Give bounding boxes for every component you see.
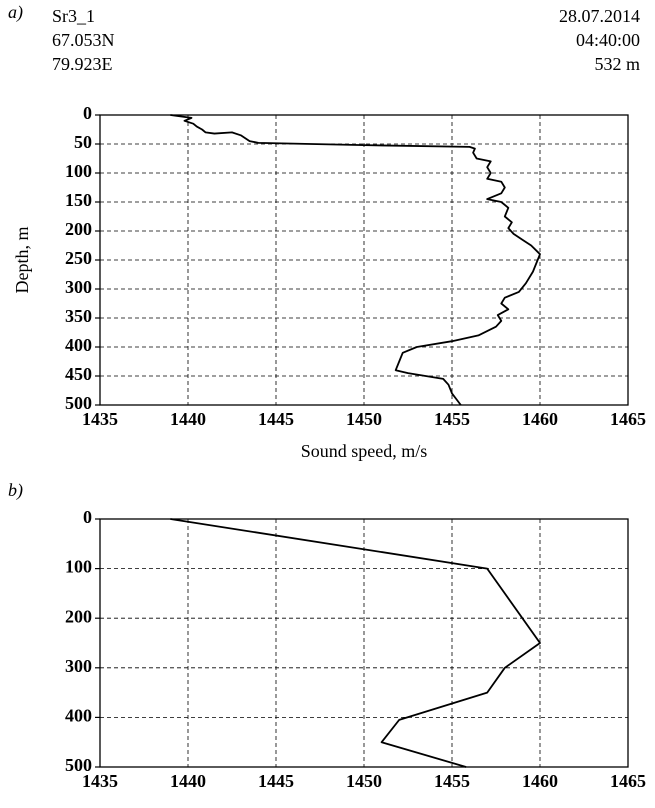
info-text: 28.07.2014 xyxy=(559,6,640,26)
y-tick-label: 500 xyxy=(65,755,92,775)
y-tick-label: 50 xyxy=(74,132,92,152)
x-tick-label: 1440 xyxy=(170,771,206,791)
y-tick-label: 150 xyxy=(65,190,92,210)
y-tick-label: 450 xyxy=(65,364,92,384)
info-text: 79.923E xyxy=(52,54,113,74)
profile-line xyxy=(170,114,541,406)
x-tick-label: 1435 xyxy=(82,409,118,429)
x-tick-label: 1450 xyxy=(346,771,382,791)
y-tick-label: 300 xyxy=(65,656,92,676)
x-tick-label: 1445 xyxy=(258,409,294,429)
x-axis-label: Sound speed, m/s xyxy=(301,441,428,461)
x-tick-label: 1460 xyxy=(522,771,558,791)
panel-label: a) xyxy=(8,2,23,23)
x-tick-label: 1460 xyxy=(522,409,558,429)
x-tick-label: 1455 xyxy=(434,771,470,791)
x-tick-label: 1445 xyxy=(258,771,294,791)
y-axis-label: Depth, m xyxy=(12,227,32,294)
info-text: 04:40:00 xyxy=(576,30,640,50)
profile-line xyxy=(170,518,541,768)
y-tick-label: 350 xyxy=(65,306,92,326)
y-tick-label: 250 xyxy=(65,248,92,268)
y-tick-label: 200 xyxy=(65,606,92,626)
x-tick-label: 1435 xyxy=(82,771,118,791)
x-tick-label: 1465 xyxy=(610,409,646,429)
y-tick-label: 400 xyxy=(65,335,92,355)
info-text: 67.053N xyxy=(52,30,115,50)
x-tick-label: 1455 xyxy=(434,409,470,429)
x-tick-label: 1465 xyxy=(610,771,646,791)
x-tick-label: 1440 xyxy=(170,409,206,429)
y-tick-label: 200 xyxy=(65,219,92,239)
info-text: 532 m xyxy=(594,54,640,74)
plot-frame xyxy=(99,114,629,406)
y-tick-label: 100 xyxy=(65,557,92,577)
y-tick-label: 500 xyxy=(65,393,92,413)
x-tick-label: 1450 xyxy=(346,409,382,429)
y-tick-label: 0 xyxy=(83,103,92,123)
y-tick-label: 100 xyxy=(65,161,92,181)
y-tick-label: 300 xyxy=(65,277,92,297)
y-tick-label: 0 xyxy=(83,507,92,527)
plot-frame xyxy=(99,518,629,768)
panel-label: b) xyxy=(8,480,23,501)
info-text: Sr3_1 xyxy=(52,6,95,26)
y-tick-label: 400 xyxy=(65,706,92,726)
